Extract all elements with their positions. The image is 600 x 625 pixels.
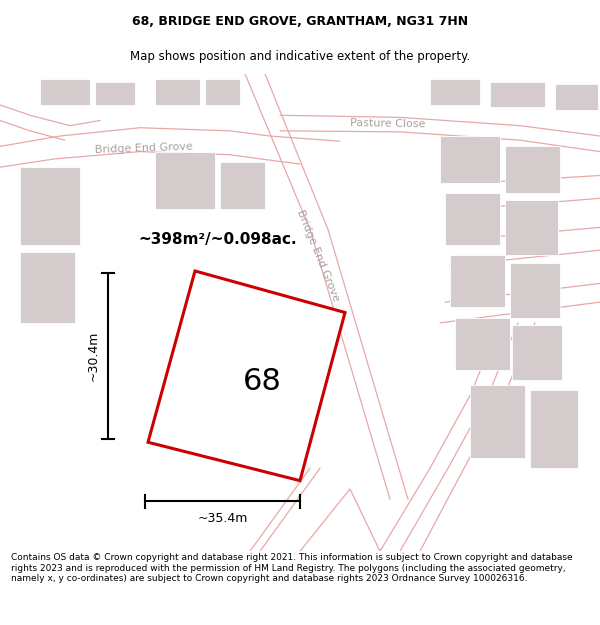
Polygon shape bbox=[455, 318, 510, 369]
Text: Contains OS data © Crown copyright and database right 2021. This information is : Contains OS data © Crown copyright and d… bbox=[11, 553, 572, 583]
Text: ~398m²/~0.098ac.: ~398m²/~0.098ac. bbox=[138, 232, 296, 248]
Polygon shape bbox=[440, 136, 500, 182]
Polygon shape bbox=[470, 385, 525, 458]
Polygon shape bbox=[430, 79, 480, 105]
Polygon shape bbox=[148, 271, 345, 481]
Polygon shape bbox=[555, 84, 598, 110]
Text: ~35.4m: ~35.4m bbox=[197, 512, 248, 525]
Polygon shape bbox=[20, 253, 75, 323]
Polygon shape bbox=[505, 146, 560, 193]
Text: Bridge End Grove: Bridge End Grove bbox=[95, 142, 193, 155]
Polygon shape bbox=[20, 167, 80, 245]
Polygon shape bbox=[155, 152, 215, 209]
Polygon shape bbox=[505, 201, 558, 256]
Polygon shape bbox=[95, 82, 135, 105]
Polygon shape bbox=[450, 256, 505, 308]
Text: Pasture Close: Pasture Close bbox=[350, 118, 425, 129]
Polygon shape bbox=[512, 325, 562, 380]
Text: 68: 68 bbox=[242, 368, 281, 396]
Polygon shape bbox=[40, 79, 90, 105]
Polygon shape bbox=[445, 193, 500, 245]
Polygon shape bbox=[205, 79, 240, 105]
Polygon shape bbox=[530, 391, 578, 468]
Text: Bridge End Grove: Bridge End Grove bbox=[295, 208, 341, 302]
Polygon shape bbox=[490, 82, 545, 107]
Polygon shape bbox=[155, 79, 200, 105]
Polygon shape bbox=[220, 162, 265, 209]
Text: ~30.4m: ~30.4m bbox=[87, 331, 100, 381]
Text: 68, BRIDGE END GROVE, GRANTHAM, NG31 7HN: 68, BRIDGE END GROVE, GRANTHAM, NG31 7HN bbox=[132, 15, 468, 28]
Text: Map shows position and indicative extent of the property.: Map shows position and indicative extent… bbox=[130, 50, 470, 63]
Polygon shape bbox=[510, 262, 560, 318]
